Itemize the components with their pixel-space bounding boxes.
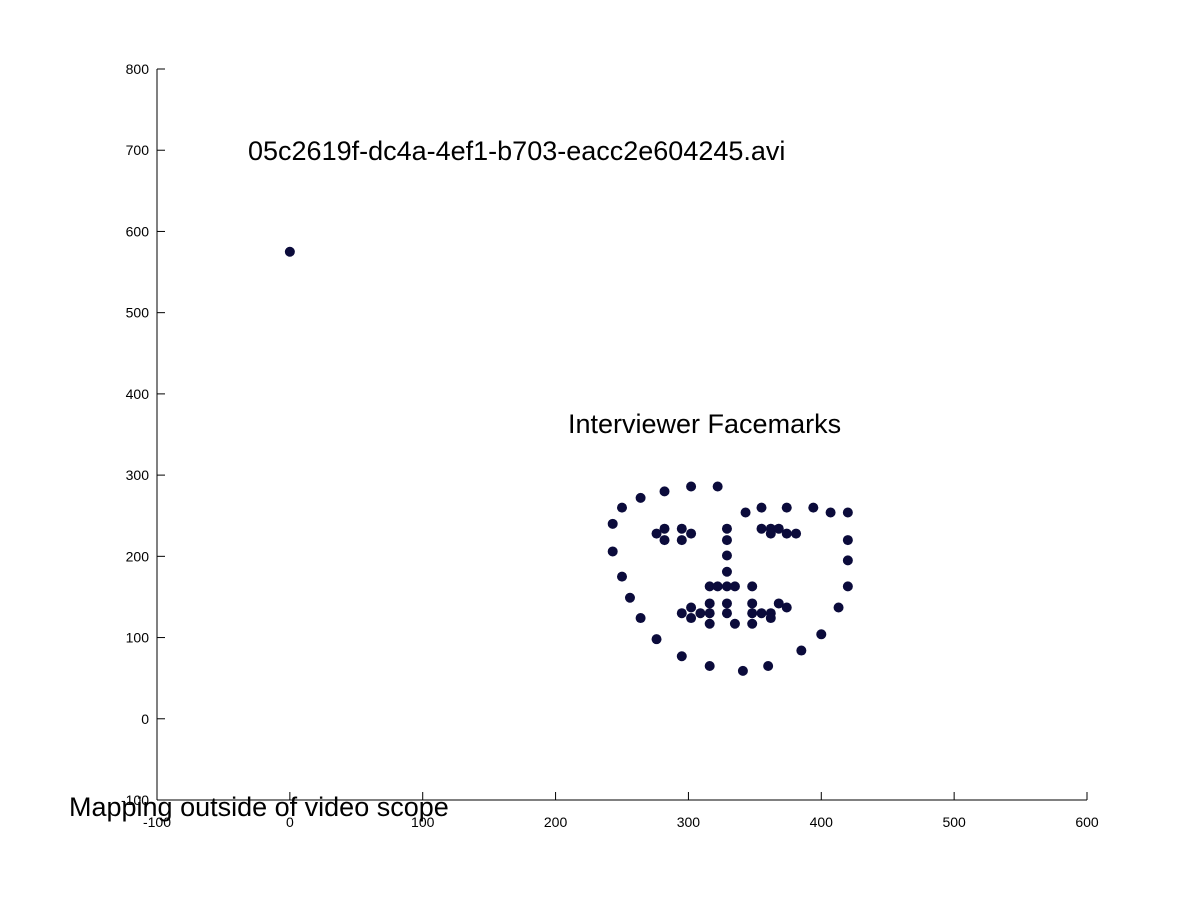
data-point xyxy=(704,581,715,592)
data-point xyxy=(721,598,732,609)
x-tick-label: 400 xyxy=(810,814,834,830)
y-tick-label: 600 xyxy=(126,223,150,239)
axes xyxy=(156,69,1087,801)
y-tick-label: 500 xyxy=(126,305,150,321)
y-tick-label: -100 xyxy=(121,792,149,808)
data-point xyxy=(747,598,758,609)
data-point xyxy=(781,602,792,613)
outside-scope-annotation: Mapping outside of video scope xyxy=(69,792,449,822)
data-point xyxy=(747,618,758,629)
data-point xyxy=(651,528,662,539)
data-point xyxy=(825,507,836,518)
x-tick-label: 100 xyxy=(411,814,435,830)
data-point xyxy=(284,246,295,257)
data-point xyxy=(659,535,670,546)
data-point xyxy=(704,608,715,619)
data-point xyxy=(763,660,774,671)
data-point xyxy=(721,581,732,592)
data-point xyxy=(686,481,697,492)
data-point xyxy=(676,651,687,662)
data-point xyxy=(721,550,732,561)
data-point xyxy=(833,602,844,613)
y-tick-label: 300 xyxy=(126,467,150,483)
data-point xyxy=(842,581,853,592)
data-point xyxy=(704,618,715,629)
data-point xyxy=(676,535,687,546)
data-point xyxy=(765,528,776,539)
data-point xyxy=(721,523,732,534)
data-point xyxy=(686,602,697,613)
x-tick-label: -100 xyxy=(143,814,171,830)
data-point xyxy=(756,608,767,619)
y-tick-label: 0 xyxy=(141,711,149,727)
data-point xyxy=(651,634,662,645)
data-point xyxy=(635,613,646,624)
filename-annotation: 05c2619f-dc4a-4ef1-b703-eacc2e604245.avi xyxy=(248,136,785,166)
data-point xyxy=(676,608,687,619)
data-point xyxy=(740,507,751,518)
data-point xyxy=(686,528,697,539)
interviewer-facemarks-label: Interviewer Facemarks xyxy=(568,409,841,439)
data-point xyxy=(624,592,635,603)
data-point xyxy=(756,523,767,534)
data-point xyxy=(676,523,687,534)
data-point xyxy=(721,566,732,577)
data-point xyxy=(721,608,732,619)
data-point xyxy=(816,629,827,640)
data-point xyxy=(695,608,706,619)
data-point xyxy=(765,613,776,624)
data-point xyxy=(773,523,784,534)
data-point xyxy=(729,618,740,629)
data-point xyxy=(659,523,670,534)
data-point xyxy=(704,660,715,671)
x-tick-label: 600 xyxy=(1075,814,1099,830)
data-point xyxy=(747,608,758,619)
data-point xyxy=(712,581,723,592)
data-point xyxy=(756,502,767,513)
data-point xyxy=(607,546,618,557)
data-point xyxy=(729,581,740,592)
data-point xyxy=(737,665,748,676)
data-point xyxy=(781,502,792,513)
data-point xyxy=(635,492,646,503)
x-tick-label: 500 xyxy=(942,814,966,830)
data-points xyxy=(284,246,853,676)
data-point xyxy=(808,502,819,513)
data-point xyxy=(659,486,670,497)
data-point xyxy=(842,535,853,546)
data-point xyxy=(796,645,807,656)
x-tick-label: 300 xyxy=(677,814,701,830)
data-point xyxy=(617,502,627,513)
data-point xyxy=(607,518,618,529)
x-tick-label: 0 xyxy=(286,814,294,830)
y-tick-label: 700 xyxy=(126,142,150,158)
data-point xyxy=(781,528,792,539)
data-point xyxy=(773,598,784,609)
y-ticks: -100 0 100 200 300 400 500 600 700 800 xyxy=(121,61,165,808)
x-ticks: -100 0 100 200 300 400 500 600 xyxy=(143,792,1099,830)
data-point xyxy=(791,528,802,539)
data-point xyxy=(686,613,697,624)
y-tick-label: 400 xyxy=(126,386,150,402)
y-tick-label: 100 xyxy=(126,630,150,646)
data-point xyxy=(704,598,715,609)
data-point xyxy=(721,535,732,546)
data-point xyxy=(747,581,758,592)
data-point xyxy=(712,481,723,492)
y-tick-label: 800 xyxy=(126,61,150,77)
x-tick-label: 200 xyxy=(544,814,568,830)
data-point xyxy=(617,571,627,582)
data-point xyxy=(842,507,853,518)
data-point xyxy=(842,555,853,566)
y-tick-label: 200 xyxy=(126,548,150,564)
